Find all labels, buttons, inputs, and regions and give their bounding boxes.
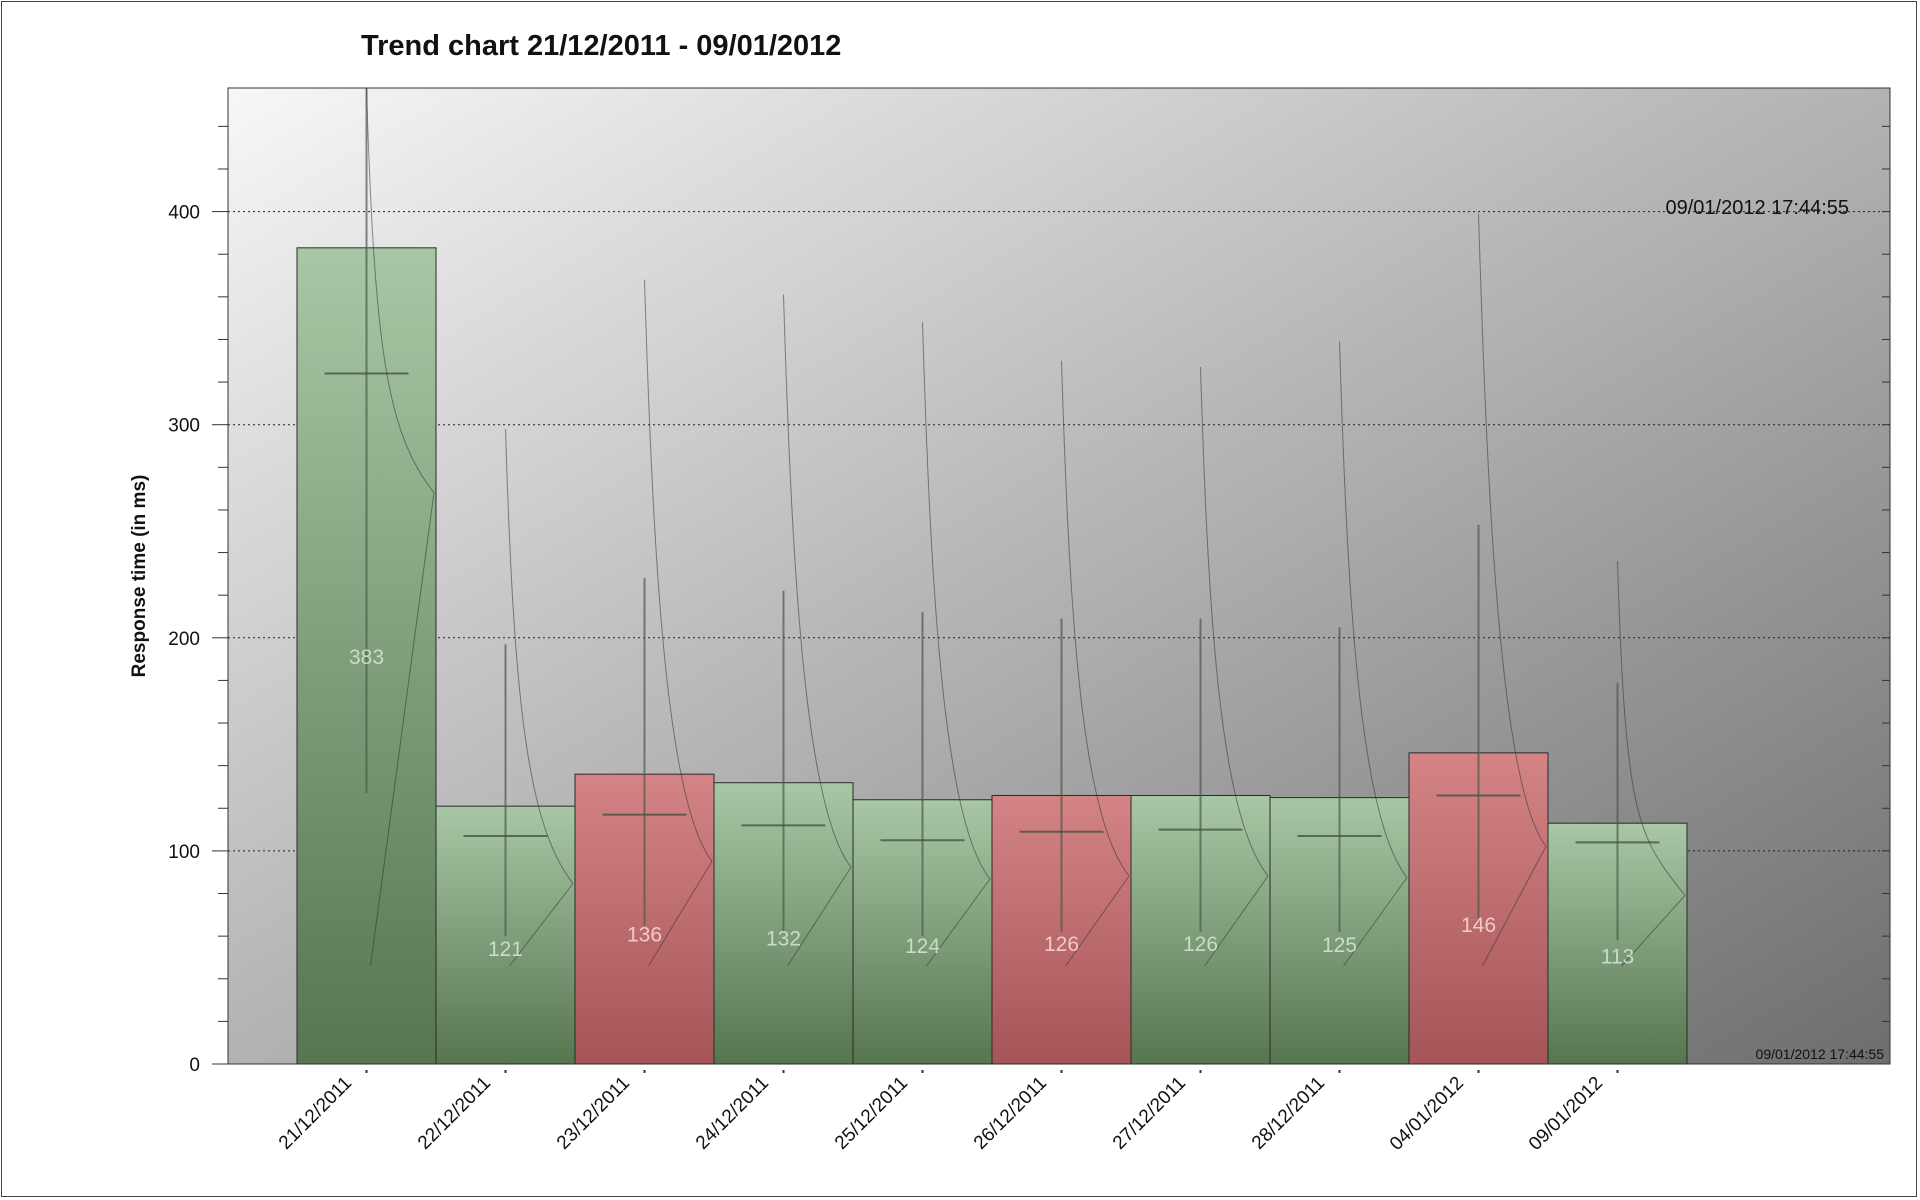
- y-tick-label: 100: [168, 842, 200, 863]
- y-axis: 0 100 200 300 400: [168, 125, 1890, 1076]
- y-tick-label: 0: [189, 1055, 200, 1076]
- x-tick-label: 23/12/2011: [553, 1073, 634, 1154]
- x-tick-label: 24/12/2011: [692, 1073, 773, 1154]
- x-axis: 21/12/2011 22/12/2011 23/12/2011 24/12/2011…: [275, 1070, 1619, 1155]
- distribution-curve: [644, 279, 713, 967]
- distribution-curve: [1200, 367, 1269, 967]
- data-label: 113: [1601, 946, 1634, 969]
- y-tick-label: 300: [168, 416, 200, 437]
- x-tick-label: 28/12/2011: [1248, 1073, 1329, 1154]
- distribution-curve: [1478, 213, 1547, 967]
- data-label: 126: [1183, 933, 1218, 956]
- footer-timestamp: 09/01/2012 17:44:55: [1756, 1046, 1885, 1062]
- data-labels: 383 121 136 132 124 126 126 125 146 113: [349, 646, 1634, 969]
- chart-title: Trend chart 21/12/2011 - 09/01/2012: [361, 30, 842, 62]
- distribution-curve: [366, 87, 435, 967]
- data-label: 136: [627, 924, 662, 947]
- distribution-curve: [1617, 561, 1686, 967]
- distribution-curve: [922, 322, 991, 967]
- distribution-curve: [505, 428, 574, 967]
- timestamp-label: 09/01/2012 17:44:55: [1665, 197, 1849, 219]
- y-tick-label: 200: [168, 629, 200, 650]
- data-label: 125: [1322, 934, 1357, 957]
- x-tick-label: 09/01/2012: [1525, 1073, 1607, 1155]
- distribution-curve: [1061, 360, 1130, 967]
- data-label: 383: [349, 646, 384, 669]
- x-tick-label: 22/12/2011: [414, 1073, 495, 1154]
- x-tick-label: 21/12/2011: [275, 1073, 356, 1154]
- data-label: 126: [1044, 933, 1079, 956]
- distribution-overlays: [324, 87, 1686, 967]
- x-tick-label: 25/12/2011: [831, 1073, 912, 1154]
- y-tick-label: 400: [168, 203, 200, 224]
- x-tick-label: 04/01/2012: [1386, 1073, 1468, 1155]
- data-label: 146: [1461, 914, 1496, 937]
- x-tick-label: 26/12/2011: [970, 1073, 1051, 1154]
- data-label: 124: [905, 935, 940, 958]
- data-label: 132: [766, 927, 801, 950]
- distribution-curve: [1339, 341, 1408, 967]
- distribution-curve: [783, 294, 852, 967]
- data-label: 121: [488, 938, 523, 961]
- x-tick-label: 27/12/2011: [1109, 1073, 1190, 1154]
